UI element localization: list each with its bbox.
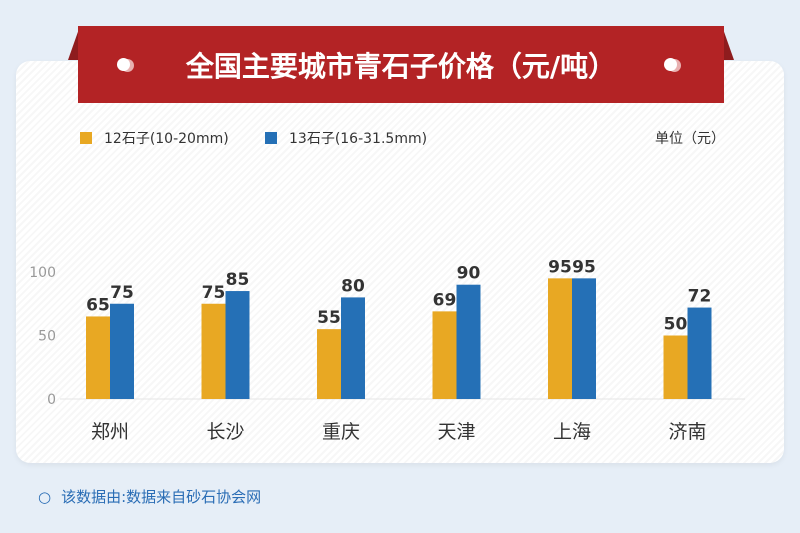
bar: [110, 303, 134, 399]
y-tick-label: 50: [38, 329, 56, 345]
data-label: 90: [457, 264, 481, 284]
x-tick-label: 长沙: [206, 421, 244, 443]
data-label: 95: [572, 257, 596, 277]
x-tick-label: 天津: [437, 421, 475, 443]
circle-outline-icon: ○: [38, 488, 52, 506]
data-label: 65: [86, 295, 110, 315]
chart-title: 全国主要城市青石子价格（元/吨）: [78, 26, 724, 103]
x-tick-label: 上海: [553, 421, 591, 443]
legend-item-0: 12石子(10-20mm): [80, 128, 229, 148]
data-label: 85: [226, 270, 250, 290]
data-label: 72: [688, 287, 712, 307]
decor-dot-left: [117, 58, 130, 71]
bar: [432, 311, 457, 399]
data-label: 75: [202, 283, 226, 303]
footer-note: ○ 该数据由:数据来自砂石协会网: [38, 486, 261, 507]
bar: [341, 297, 365, 399]
bar: [548, 278, 572, 399]
x-tick-label: 重庆: [322, 421, 360, 443]
footer-text: 该数据由:数据来自砂石协会网: [61, 488, 262, 506]
data-label: 50: [664, 315, 688, 335]
y-tick-label: 100: [29, 265, 56, 281]
chart-card: [16, 61, 784, 463]
bar: [687, 307, 712, 399]
unit-label: 单位（元）: [655, 131, 725, 147]
data-label: 95: [548, 257, 572, 277]
x-tick-label: 郑州: [91, 421, 129, 443]
bar: [225, 291, 250, 399]
bar: [86, 316, 110, 399]
bar: [663, 335, 688, 399]
legend-swatch: [80, 132, 92, 144]
data-label: 55: [317, 308, 341, 328]
bar: [201, 303, 226, 399]
bar: [572, 278, 596, 399]
legend-item-1: 13石子(16-31.5mm): [265, 128, 427, 148]
data-label: 80: [341, 276, 365, 296]
data-label: 75: [110, 283, 134, 303]
data-label: 69: [433, 290, 457, 310]
y-tick-label: 0: [47, 392, 56, 408]
legend-swatch: [265, 132, 277, 144]
legend-label: 12石子(10-20mm): [104, 131, 229, 147]
bar: [317, 329, 341, 399]
legend-label: 13石子(16-31.5mm): [289, 131, 428, 147]
decor-dot-right: [664, 58, 677, 71]
x-tick-label: 济南: [668, 421, 706, 443]
bar: [456, 284, 481, 399]
